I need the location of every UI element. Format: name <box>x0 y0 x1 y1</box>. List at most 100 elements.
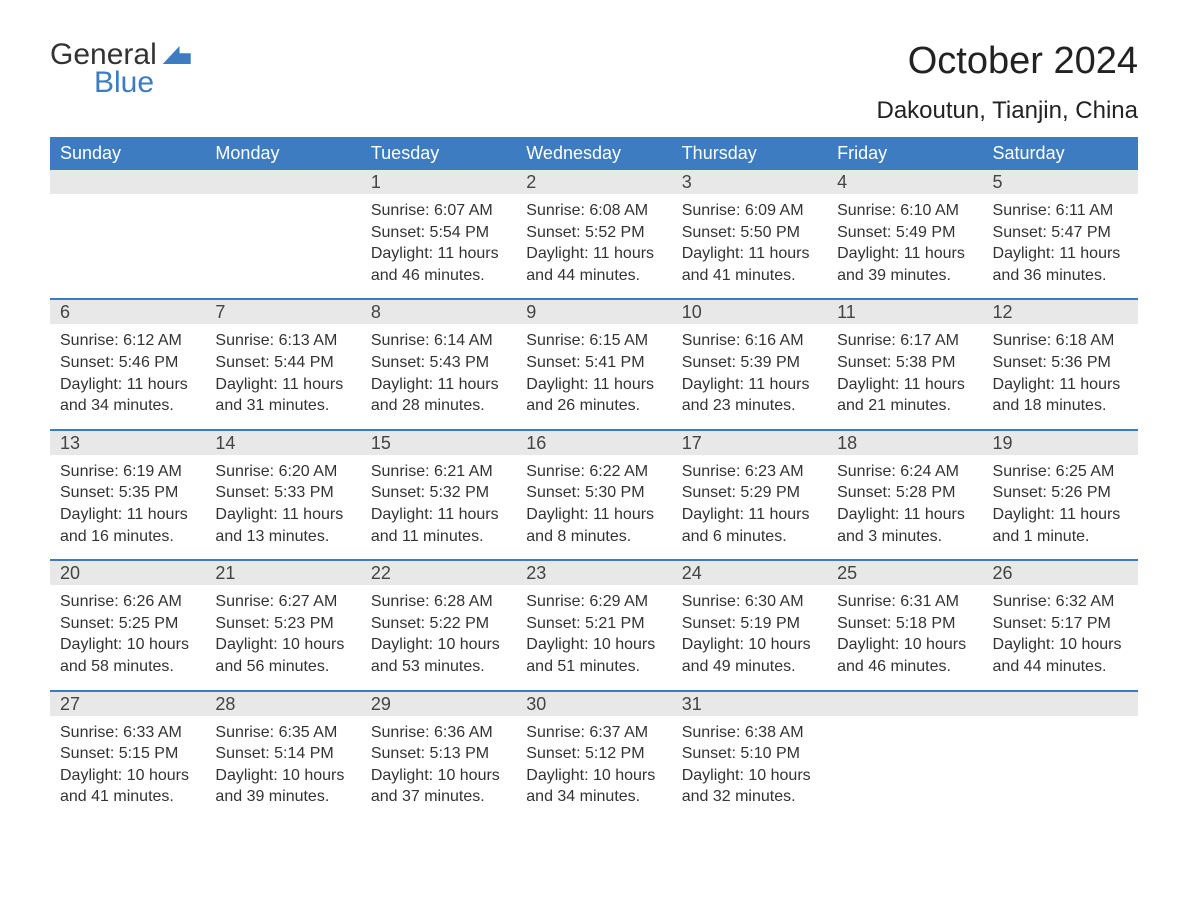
calendar-day: 23Sunrise: 6:29 AMSunset: 5:21 PMDayligh… <box>516 561 671 689</box>
day-number: 20 <box>50 561 205 585</box>
day-daylight1: Daylight: 10 hours <box>526 765 661 787</box>
calendar-day: 16Sunrise: 6:22 AMSunset: 5:30 PMDayligh… <box>516 431 671 559</box>
day-sunrise: Sunrise: 6:12 AM <box>60 330 195 352</box>
calendar-day: 2Sunrise: 6:08 AMSunset: 5:52 PMDaylight… <box>516 170 671 298</box>
calendar-day: 21Sunrise: 6:27 AMSunset: 5:23 PMDayligh… <box>205 561 360 689</box>
day-daylight2: and 18 minutes. <box>993 395 1128 417</box>
day-daylight2: and 13 minutes. <box>215 526 350 548</box>
day-sunrise: Sunrise: 6:17 AM <box>837 330 972 352</box>
day-sunrise: Sunrise: 6:11 AM <box>993 200 1128 222</box>
calendar-day: 1Sunrise: 6:07 AMSunset: 5:54 PMDaylight… <box>361 170 516 298</box>
calendar-day: 3Sunrise: 6:09 AMSunset: 5:50 PMDaylight… <box>672 170 827 298</box>
day-daylight2: and 44 minutes. <box>993 656 1128 678</box>
day-number <box>827 692 982 716</box>
day-sunset: Sunset: 5:18 PM <box>837 613 972 635</box>
page-title: October 2024 <box>877 40 1139 83</box>
day-number: 11 <box>827 300 982 324</box>
day-daylight1: Daylight: 11 hours <box>682 243 817 265</box>
day-sunset: Sunset: 5:44 PM <box>215 352 350 374</box>
day-daylight1: Daylight: 10 hours <box>371 634 506 656</box>
day-daylight2: and 58 minutes. <box>60 656 195 678</box>
day-sunset: Sunset: 5:39 PM <box>682 352 817 374</box>
calendar-header-row: Sunday Monday Tuesday Wednesday Thursday… <box>50 137 1138 170</box>
calendar-day: 7Sunrise: 6:13 AMSunset: 5:44 PMDaylight… <box>205 300 360 428</box>
day-daylight1: Daylight: 11 hours <box>215 374 350 396</box>
day-sunset: Sunset: 5:28 PM <box>837 482 972 504</box>
day-sunset: Sunset: 5:30 PM <box>526 482 661 504</box>
day-number: 3 <box>672 170 827 194</box>
day-daylight2: and 6 minutes. <box>682 526 817 548</box>
day-daylight2: and 39 minutes. <box>215 786 350 808</box>
calendar-day: 8Sunrise: 6:14 AMSunset: 5:43 PMDaylight… <box>361 300 516 428</box>
calendar: Sunday Monday Tuesday Wednesday Thursday… <box>50 137 1138 820</box>
day-number: 24 <box>672 561 827 585</box>
day-daylight2: and 34 minutes. <box>526 786 661 808</box>
day-sunset: Sunset: 5:35 PM <box>60 482 195 504</box>
day-daylight1: Daylight: 11 hours <box>993 374 1128 396</box>
day-daylight2: and 21 minutes. <box>837 395 972 417</box>
day-sunset: Sunset: 5:22 PM <box>371 613 506 635</box>
day-number: 21 <box>205 561 360 585</box>
day-daylight1: Daylight: 11 hours <box>215 504 350 526</box>
day-daylight2: and 46 minutes. <box>837 656 972 678</box>
day-daylight2: and 8 minutes. <box>526 526 661 548</box>
day-sunset: Sunset: 5:52 PM <box>526 222 661 244</box>
day-daylight2: and 46 minutes. <box>371 265 506 287</box>
flag-icon <box>163 46 191 64</box>
day-sunrise: Sunrise: 6:25 AM <box>993 461 1128 483</box>
day-sunrise: Sunrise: 6:10 AM <box>837 200 972 222</box>
day-sunrise: Sunrise: 6:15 AM <box>526 330 661 352</box>
day-sunrise: Sunrise: 6:36 AM <box>371 722 506 744</box>
day-sunset: Sunset: 5:36 PM <box>993 352 1128 374</box>
day-daylight1: Daylight: 11 hours <box>682 504 817 526</box>
calendar-day <box>827 692 982 820</box>
day-number: 7 <box>205 300 360 324</box>
day-sunset: Sunset: 5:19 PM <box>682 613 817 635</box>
calendar-day: 26Sunrise: 6:32 AMSunset: 5:17 PMDayligh… <box>983 561 1138 689</box>
day-sunrise: Sunrise: 6:19 AM <box>60 461 195 483</box>
calendar-day: 13Sunrise: 6:19 AMSunset: 5:35 PMDayligh… <box>50 431 205 559</box>
day-sunrise: Sunrise: 6:27 AM <box>215 591 350 613</box>
calendar-day: 19Sunrise: 6:25 AMSunset: 5:26 PMDayligh… <box>983 431 1138 559</box>
day-number: 4 <box>827 170 982 194</box>
day-daylight2: and 41 minutes. <box>682 265 817 287</box>
day-number: 26 <box>983 561 1138 585</box>
calendar-day: 27Sunrise: 6:33 AMSunset: 5:15 PMDayligh… <box>50 692 205 820</box>
day-sunset: Sunset: 5:54 PM <box>371 222 506 244</box>
day-header: Thursday <box>672 137 827 170</box>
day-daylight2: and 53 minutes. <box>371 656 506 678</box>
day-daylight2: and 56 minutes. <box>215 656 350 678</box>
day-daylight2: and 44 minutes. <box>526 265 661 287</box>
calendar-week: 1Sunrise: 6:07 AMSunset: 5:54 PMDaylight… <box>50 170 1138 298</box>
day-sunset: Sunset: 5:10 PM <box>682 743 817 765</box>
day-daylight1: Daylight: 11 hours <box>371 374 506 396</box>
day-number: 10 <box>672 300 827 324</box>
day-number: 28 <box>205 692 360 716</box>
calendar-day: 24Sunrise: 6:30 AMSunset: 5:19 PMDayligh… <box>672 561 827 689</box>
day-daylight1: Daylight: 11 hours <box>682 374 817 396</box>
day-sunrise: Sunrise: 6:21 AM <box>371 461 506 483</box>
day-daylight2: and 23 minutes. <box>682 395 817 417</box>
day-daylight1: Daylight: 11 hours <box>526 504 661 526</box>
title-block: October 2024 Dakoutun, Tianjin, China <box>877 40 1139 125</box>
day-sunset: Sunset: 5:12 PM <box>526 743 661 765</box>
day-header: Saturday <box>983 137 1138 170</box>
day-daylight2: and 37 minutes. <box>371 786 506 808</box>
calendar-day <box>983 692 1138 820</box>
calendar-week: 27Sunrise: 6:33 AMSunset: 5:15 PMDayligh… <box>50 690 1138 820</box>
day-sunrise: Sunrise: 6:22 AM <box>526 461 661 483</box>
day-daylight1: Daylight: 11 hours <box>837 504 972 526</box>
day-number: 8 <box>361 300 516 324</box>
day-daylight1: Daylight: 11 hours <box>837 243 972 265</box>
day-number: 23 <box>516 561 671 585</box>
day-daylight1: Daylight: 10 hours <box>837 634 972 656</box>
day-sunrise: Sunrise: 6:14 AM <box>371 330 506 352</box>
day-daylight2: and 39 minutes. <box>837 265 972 287</box>
day-daylight1: Daylight: 11 hours <box>526 374 661 396</box>
logo-text-2: Blue <box>94 68 154 98</box>
day-daylight1: Daylight: 10 hours <box>215 765 350 787</box>
day-number: 1 <box>361 170 516 194</box>
day-daylight1: Daylight: 10 hours <box>60 765 195 787</box>
calendar-day <box>205 170 360 298</box>
calendar-day: 25Sunrise: 6:31 AMSunset: 5:18 PMDayligh… <box>827 561 982 689</box>
